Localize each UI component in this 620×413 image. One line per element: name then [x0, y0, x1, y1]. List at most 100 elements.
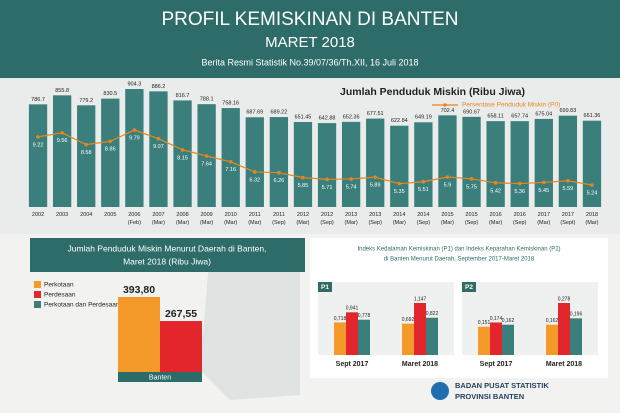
bar: [402, 323, 414, 355]
x-tick-label: 2017 (Mar): [537, 212, 550, 226]
x-tick-part: (Sep): [272, 220, 286, 226]
bar: [221, 108, 240, 207]
bar: [490, 322, 502, 355]
bar-value-label: 0,692: [402, 317, 415, 323]
line-marker: [397, 181, 402, 186]
bar-value-label: 830.5: [103, 91, 117, 97]
bar-value-label: 649.19: [415, 115, 432, 121]
x-tick-part: 2018: [586, 212, 598, 218]
line-value-label: 7.16: [225, 167, 236, 173]
x-tick-part: 2016: [490, 212, 502, 218]
bar-value-label: 267,55: [165, 308, 197, 320]
bar-value-label: 855.8: [55, 88, 69, 94]
bar: [558, 115, 578, 207]
x-tick-part: (Mar): [489, 220, 502, 226]
x-tick-part: (Mar): [224, 220, 237, 226]
bar-value-label: 687.69: [246, 110, 263, 116]
x-tick-part: 2013: [369, 212, 381, 218]
x-tick-part: 2015: [441, 212, 453, 218]
line-marker: [180, 148, 185, 152]
bar-value-label: 657.74: [511, 114, 528, 120]
line-marker: [84, 142, 89, 147]
x-tick-label: 2016 (Sep): [513, 212, 527, 226]
x-tick-part: (Mar): [176, 220, 189, 226]
line-value-label: 9.07: [153, 144, 164, 150]
line-value-label: 5.85: [298, 183, 309, 189]
panel-title: di Banten Menurut Daerah, September 2017…: [384, 257, 535, 263]
x-tick-part: (Mar): [537, 220, 550, 226]
x-tick-part: (Sep): [320, 220, 334, 226]
x-tick-part: (Feb): [128, 220, 141, 226]
bar-value-label: 689.22: [270, 110, 287, 116]
x-tick-label: 2009 (Mar): [200, 212, 213, 226]
line-value-label: 8.86: [105, 147, 116, 153]
line-value-label: 7.64: [201, 161, 212, 167]
footer-org: BADAN PUSAT STATISTIK: [455, 381, 549, 390]
line-value-label: 5.71: [322, 185, 333, 191]
x-tick-part: (Mar): [393, 220, 406, 226]
x-tick-part: 2004: [80, 212, 92, 218]
map-shape: [200, 240, 300, 400]
logo: [431, 382, 449, 400]
bar: [462, 116, 481, 207]
x-tick-part: 2014: [393, 212, 405, 218]
legend-label: Persentase Penduduk Miskin (P0): [462, 102, 560, 109]
bar-value-label: 786.7: [31, 97, 45, 103]
bar-value-label: 699.83: [559, 108, 576, 114]
x-tick-part: (Mar): [441, 220, 454, 226]
x-tick-part: 2008: [176, 212, 188, 218]
x-tick-part: (Mar): [248, 220, 261, 226]
line-value-label: 5.42: [490, 188, 501, 194]
line-value-label: 5.75: [466, 184, 477, 190]
line-value-label: 5.45: [538, 188, 549, 194]
panel-title: Indeks Kedalaman Kemiskinan (P1) dan Ind…: [357, 247, 560, 253]
title: PROFIL KEMISKINAN DI BANTEN: [161, 9, 458, 30]
x-tick-label: 2003: [56, 212, 68, 218]
x-tick-part: 2015: [465, 212, 477, 218]
bar-value-label: 779.2: [79, 98, 93, 104]
bar: [534, 118, 553, 207]
x-tick-part: 2010: [225, 212, 237, 218]
legend-swatch: [34, 291, 41, 298]
bar-value-label: 690.67: [463, 109, 480, 115]
bar-value-label: 658.11: [487, 114, 503, 120]
x-tick-part: (Sep): [417, 220, 431, 226]
x-tick-label: 2015 (Sep): [465, 212, 479, 226]
x-tick-part: 2012: [297, 212, 309, 218]
subtitle: MARET 2018: [265, 34, 355, 51]
x-tick-part: (Sep): [513, 220, 527, 226]
x-tick-part: 2012: [321, 212, 333, 218]
bar: [366, 118, 385, 207]
legend-swatch: [34, 281, 41, 288]
line-value-label: 6.26: [274, 178, 285, 184]
bar-value-label: 675.04: [535, 111, 552, 117]
x-tick-label: 2011 (Sep): [272, 212, 286, 226]
line-value-label: 5.59: [563, 186, 574, 192]
line-value-label: 8.15: [177, 155, 188, 161]
line-value-label: 9.22: [33, 142, 44, 148]
x-tick-part: (Mar): [585, 220, 598, 226]
line-value-label: 5.35: [394, 189, 405, 195]
line-marker: [421, 179, 426, 184]
x-tick-part: (Mar): [200, 220, 213, 226]
line-marker: [301, 175, 305, 180]
x-tick-part: 2013: [345, 212, 357, 218]
line-marker: [325, 177, 329, 182]
x-tick-label: 2006 (Feb): [128, 212, 141, 226]
x-tick-part: 2002: [32, 212, 44, 218]
bar: [173, 100, 192, 207]
x-tick-label: Sept 2017: [336, 361, 369, 368]
bar-value-label: 0,196: [570, 312, 583, 318]
line-value-label: 5.36: [514, 189, 525, 195]
line-value-label: 5.89: [370, 183, 381, 189]
bar-value-label: 1,147: [414, 296, 427, 302]
bar-value-label: 0,941: [346, 306, 359, 312]
bar: [341, 121, 361, 207]
bar: [582, 120, 602, 207]
bar: [346, 312, 358, 355]
line-value-label: 5.74: [346, 184, 357, 190]
x-tick-label: 2015 (Mar): [441, 212, 454, 226]
legend-swatch: [34, 301, 41, 308]
x-tick-part: 2014: [417, 212, 429, 218]
bar-value-label: 651.45: [295, 114, 312, 120]
